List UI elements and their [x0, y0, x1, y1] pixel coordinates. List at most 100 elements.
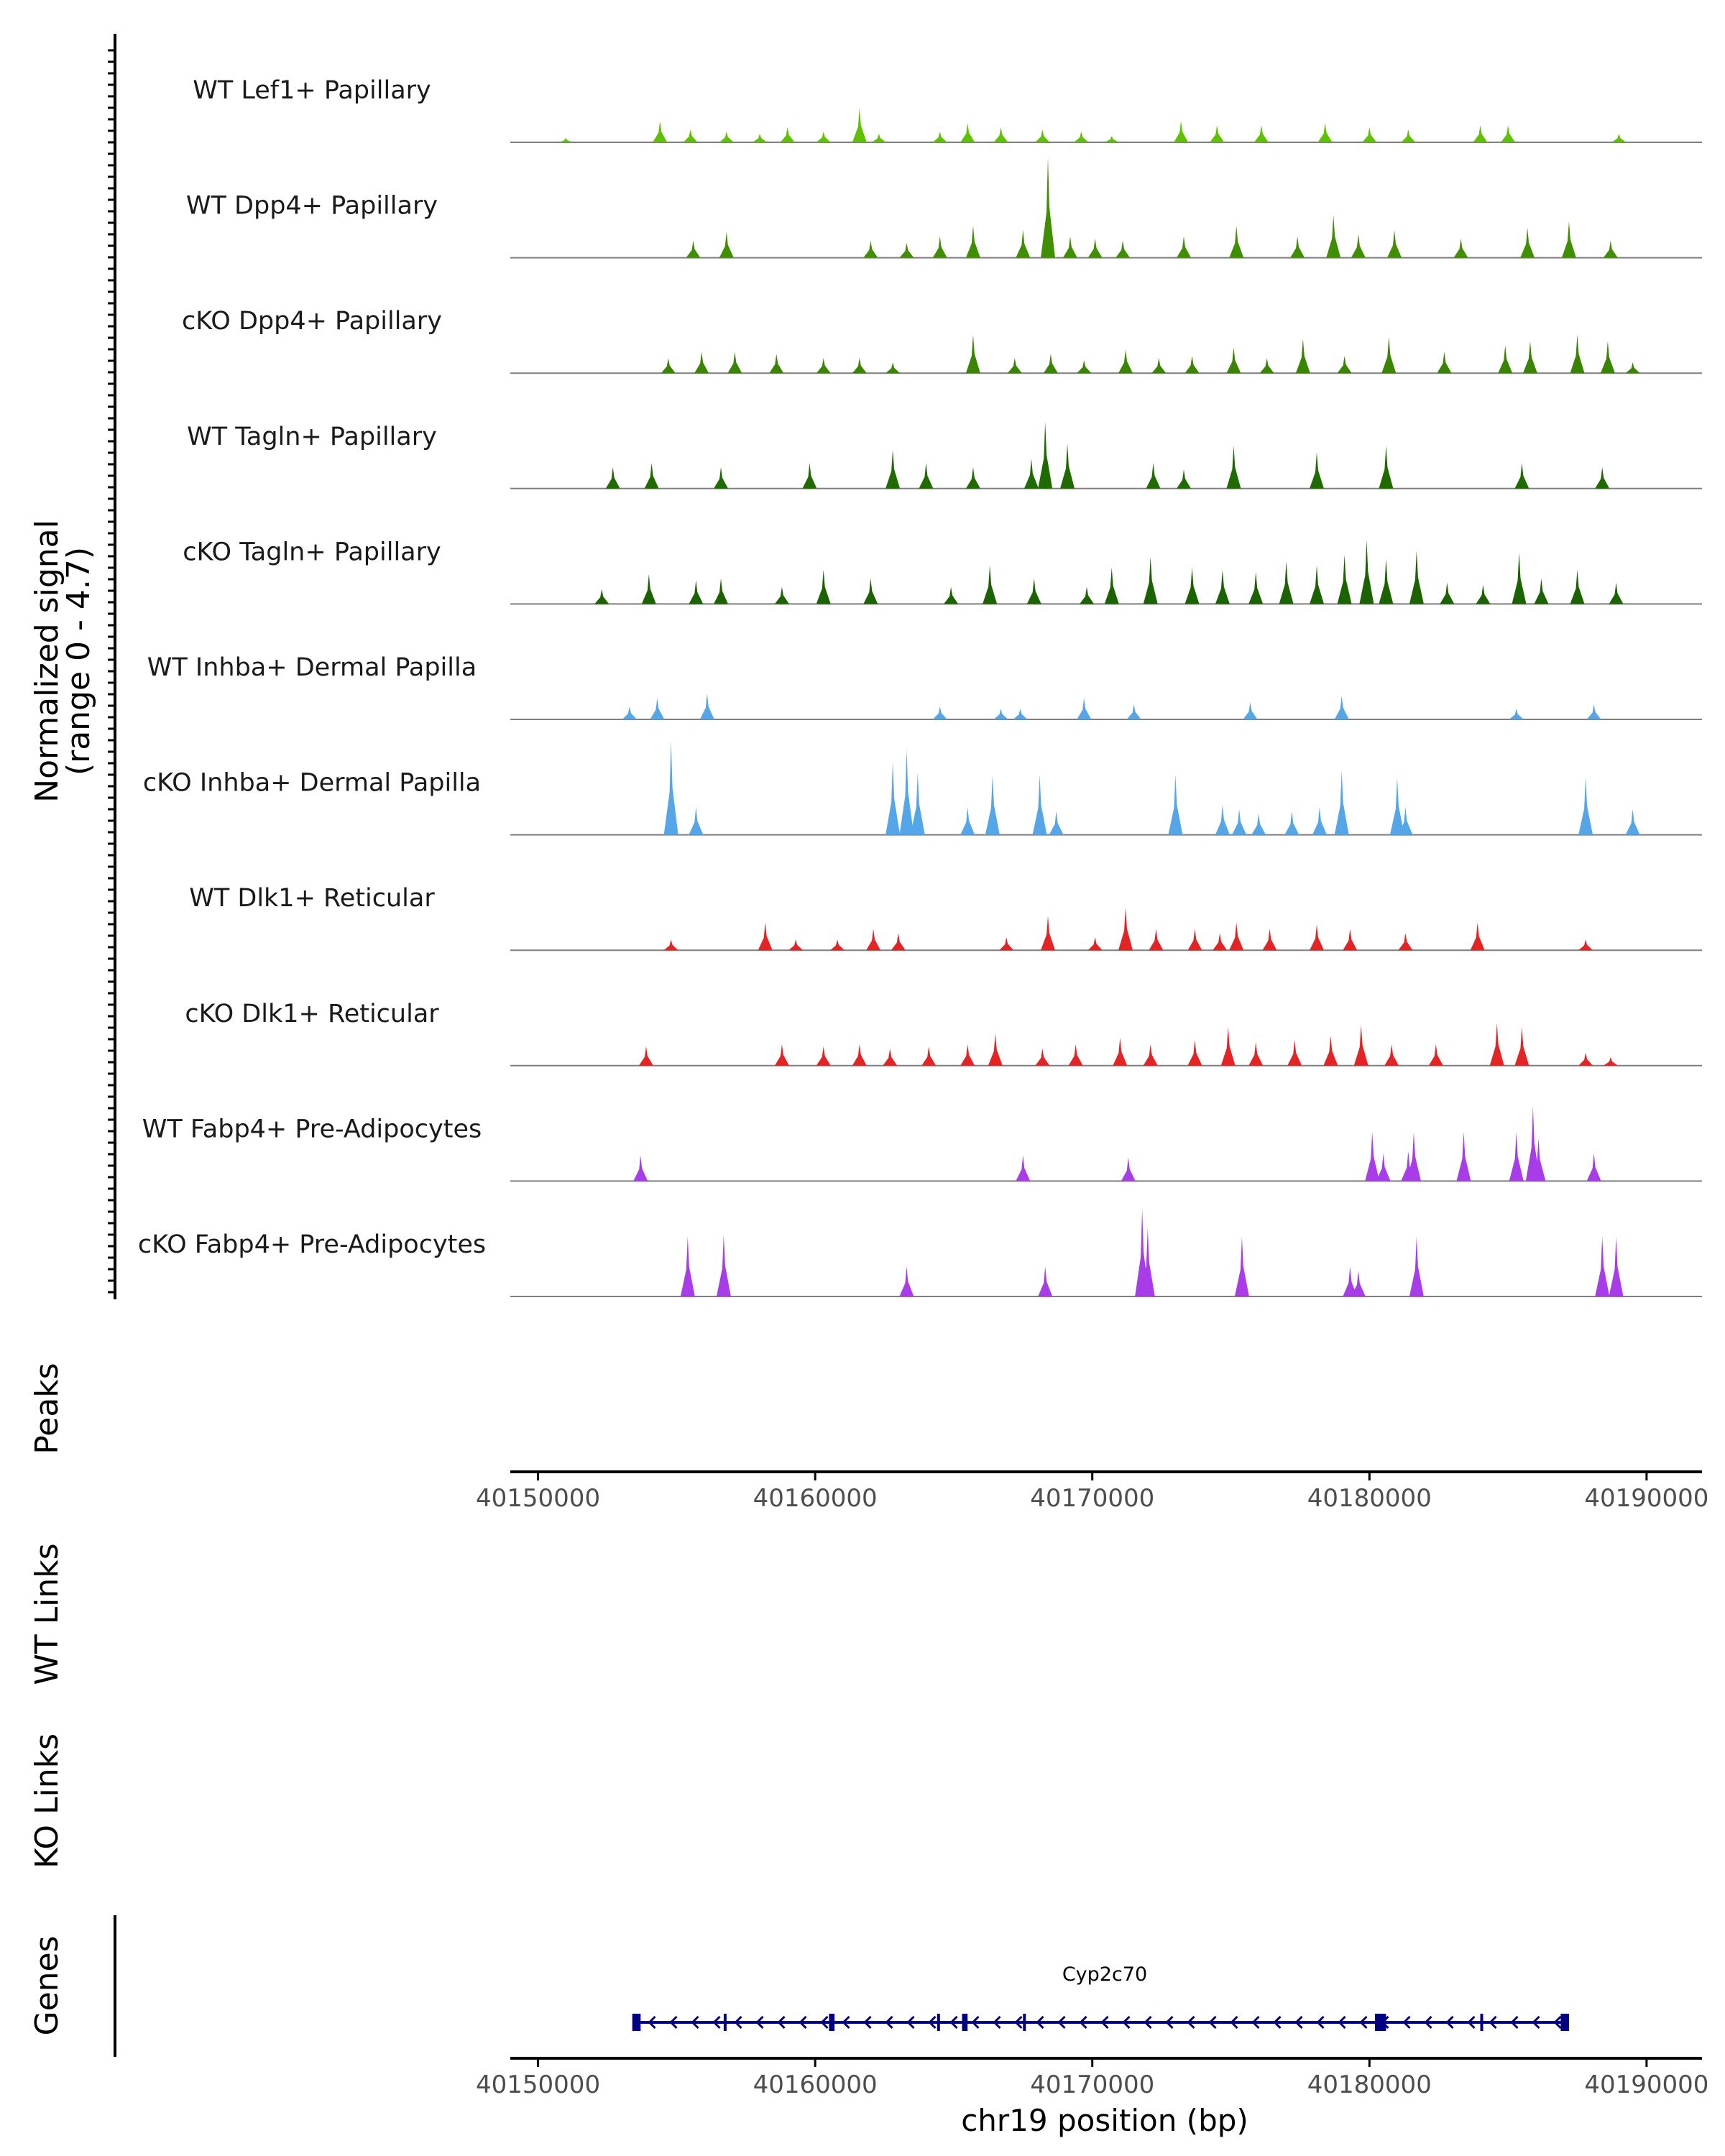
- signal-peak: [663, 939, 678, 951]
- signal-peak-body: [687, 137, 694, 142]
- signal-peak-body: [1314, 476, 1320, 489]
- gene-exon: [1375, 2014, 1386, 2031]
- signal-peak: [1401, 129, 1416, 142]
- signal-peak-body: [868, 594, 874, 604]
- signal-peak-body: [648, 479, 655, 489]
- signal-peak: [1184, 567, 1200, 604]
- signal-peak: [1234, 1236, 1249, 1296]
- signal-peak-body: [1120, 252, 1126, 258]
- gene-exon: [829, 2014, 835, 2031]
- signal-peak-body: [1078, 138, 1085, 142]
- signal-peak: [1437, 351, 1452, 374]
- signal-peak-body: [1181, 482, 1187, 489]
- strand-arrow: [777, 2015, 786, 2030]
- signal-peak-body: [937, 250, 943, 258]
- signal-peak-body: [903, 804, 910, 835]
- signal-peak-body: [1460, 1164, 1467, 1181]
- signal-peak-body: [1527, 361, 1533, 374]
- strand-arrow: [1359, 2015, 1368, 2030]
- signal-peak-body: [903, 1286, 910, 1296]
- strand-arrow: [1079, 2015, 1087, 2030]
- signal-peak: [1077, 698, 1092, 719]
- signal-peak: [774, 586, 789, 604]
- signal-peak-body: [1178, 134, 1184, 142]
- track-label: cKO Tagln+ Papillary: [183, 538, 441, 566]
- signal-peak-body: [665, 367, 671, 374]
- signal-peak: [1398, 806, 1413, 835]
- gene-exon: [1560, 2014, 1569, 2031]
- signal-peak: [1041, 916, 1055, 951]
- signal-peak-body: [1358, 1051, 1364, 1066]
- signal-peak-body: [1283, 589, 1289, 604]
- signal-peak: [1043, 354, 1058, 374]
- track-label: cKO Dpp4+ Papillary: [182, 307, 442, 336]
- signal-peak: [1035, 129, 1050, 142]
- strand-arrow: [648, 2015, 656, 2030]
- signal-peak-body: [1020, 248, 1026, 258]
- signal-peak-body: [1413, 585, 1420, 604]
- signal-peak-body: [1341, 586, 1348, 604]
- peaks-panel-label: Peaks: [29, 1363, 65, 1454]
- signal-peak-body: [1366, 137, 1373, 142]
- signal-peak-body: [903, 252, 910, 258]
- signal-peak: [886, 450, 901, 489]
- signal-peak-body: [563, 140, 569, 142]
- strand-arrow: [755, 2015, 764, 2030]
- signal-peak: [594, 589, 610, 604]
- signal-peak: [1407, 1131, 1421, 1181]
- signal-peak: [932, 236, 947, 258]
- signal-peak: [1398, 933, 1413, 951]
- signal-peak-body: [875, 139, 882, 142]
- signal-peak-body: [1092, 251, 1098, 258]
- signal-peak: [1026, 578, 1041, 604]
- strand-arrow: [1273, 2015, 1282, 2030]
- strand-arrow: [906, 2015, 915, 2030]
- signal-peak: [686, 240, 701, 258]
- signal-peak-body: [1341, 367, 1348, 374]
- signal-peak-body: [1405, 137, 1412, 142]
- signal-peak: [1087, 238, 1103, 258]
- signal-peak-body: [1322, 135, 1328, 142]
- signal-peak: [689, 580, 704, 604]
- signal-peak: [983, 565, 998, 604]
- gene-exon: [1023, 2014, 1026, 2031]
- signal-peak: [1440, 582, 1455, 604]
- signal-peak: [816, 132, 831, 142]
- signal-peak: [1074, 132, 1089, 142]
- strand-arrow: [1467, 2015, 1476, 2030]
- signal-peak: [1151, 358, 1167, 374]
- signal-peak-body: [1081, 368, 1087, 374]
- strand-arrow: [1510, 2015, 1519, 2030]
- signal-peak: [1121, 1157, 1136, 1181]
- y-axis-title-line2: (range 0 - 4.7): [60, 547, 97, 775]
- signal-peak-body: [1314, 941, 1320, 951]
- signal-peak-body: [793, 946, 799, 951]
- signal-peak-body: [937, 138, 943, 142]
- signal-peak-body: [1613, 596, 1619, 604]
- signal-peak: [1080, 586, 1094, 604]
- signal-peak: [1174, 121, 1189, 142]
- signal-peak: [932, 706, 947, 719]
- strand-arrow: [1489, 2015, 1497, 2030]
- signal-peak: [1013, 709, 1028, 719]
- signal-peak-body: [599, 599, 605, 604]
- signal-peak-body: [1607, 1062, 1614, 1066]
- signal-peak-body: [1258, 136, 1264, 142]
- signal-peak: [960, 123, 975, 142]
- signal-peak-body: [1616, 139, 1622, 142]
- strand-arrow: [1122, 2015, 1131, 2030]
- signal-peak-body: [1039, 1059, 1046, 1066]
- signal-peak-body: [1172, 814, 1179, 835]
- signal-peak: [1312, 806, 1327, 835]
- signal-peak: [1126, 704, 1141, 719]
- signal-peak-body: [965, 825, 971, 835]
- signal-peak: [1514, 463, 1530, 489]
- signal-peak-body: [1383, 473, 1389, 489]
- signal-peak-body: [1292, 1056, 1298, 1066]
- track-label: WT Fabp4+ Pre-Adipocytes: [142, 1115, 482, 1143]
- signal-peak-body: [1629, 826, 1636, 835]
- signal-peak-body: [626, 714, 632, 719]
- signal-peak: [1113, 1038, 1128, 1066]
- signal-peak: [1337, 356, 1352, 374]
- signal-peak-body: [1181, 250, 1187, 258]
